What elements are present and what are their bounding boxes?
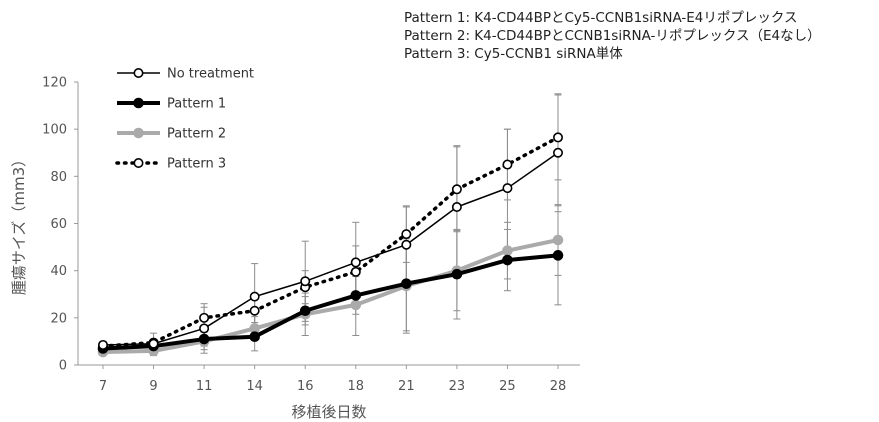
data-point [502,254,513,266]
x-tick-label: 11 [196,379,213,394]
legend-label: No treatment [167,67,254,82]
data-point [552,147,563,158]
data-point [199,323,210,334]
legend-item: Pattern 3 [115,157,226,172]
y-tick-label: 0 [59,359,67,374]
legend-item: No treatment [117,67,254,82]
x-tick-label: 25 [499,379,516,394]
series-pattern-2 [97,234,564,358]
data-point [299,305,311,317]
y-axis-title: 腫瘍サイズ（mm3） [10,152,28,295]
data-point [198,333,210,345]
pattern-note-2: Pattern 2: K4-CD44BPとCCNB1siRNA-リポプレックス（… [404,28,821,44]
data-point [148,338,159,349]
data-point [401,239,412,250]
data-point [300,276,311,287]
series-line [102,152,559,346]
data-point [249,291,260,302]
data-point [249,331,260,343]
y-tick-label: 120 [42,76,67,91]
series-line [101,135,560,348]
x-tick-label: 16 [297,379,314,394]
legend-swatch-marker [133,127,144,139]
y-tick-label: 60 [50,217,67,232]
legend-swatch-marker [133,97,144,109]
y-tick-label: 20 [50,311,67,326]
x-tick-label: 9 [149,379,157,394]
legend-label: Pattern 1 [167,97,226,112]
data-point [451,184,462,195]
x-tick-label: 18 [348,379,365,394]
series-pattern-1 [97,250,564,354]
data-point [451,268,463,280]
data-point [451,201,462,212]
data-point [98,339,109,350]
pattern-notes: Pattern 1: K4-CD44BPとCy5-CCNB1siRNA-E4リポ… [404,10,821,62]
series-line [102,238,559,355]
x-tick-label: 7 [99,379,107,394]
data-point [350,290,362,301]
data-point [502,245,513,256]
data-point [502,159,513,170]
legend-swatch-marker [133,68,144,79]
y-tick-label: 100 [42,123,67,138]
data-point [401,278,412,289]
x-tick-label: 14 [246,379,263,394]
pattern-note-1: Pattern 1: K4-CD44BPとCy5-CCNB1siRNA-E4リポ… [404,10,797,26]
series-no-treatment [98,147,563,350]
x-tick-label: 28 [550,379,567,394]
pattern-note-3: Pattern 3: Cy5-CCNB1 siRNA単体 [404,46,623,62]
data-point [401,229,412,240]
data-point [552,250,564,261]
y-tick-label: 80 [50,170,67,185]
data-point [199,312,210,323]
data-point [552,234,564,246]
series-line [102,253,559,351]
series-lines [97,132,564,358]
legend: No treatment Pattern 1 Pattern 2 Pattern 3 [115,67,254,172]
axes: 0 20 40 60 80 100 120 7 9 11 14 16 18 21 23 25 28 移植後日数 腫瘍… [10,76,580,421]
y-tick-label: 40 [50,264,67,279]
data-point [249,305,260,316]
data-point [552,132,563,143]
legend-item: Pattern 1 [117,97,226,112]
legend-swatch-marker [133,158,144,169]
legend-item: Pattern 2 [117,127,226,142]
x-tick-label: 23 [449,379,466,394]
x-tick-label: 21 [398,379,415,394]
data-point [350,299,362,311]
data-point [502,183,513,194]
legend-label: Pattern 2 [167,127,226,142]
data-point [350,266,361,277]
x-axis-title: 移植後日数 [291,403,366,421]
legend-label: Pattern 3 [167,157,226,172]
data-point [350,257,361,268]
